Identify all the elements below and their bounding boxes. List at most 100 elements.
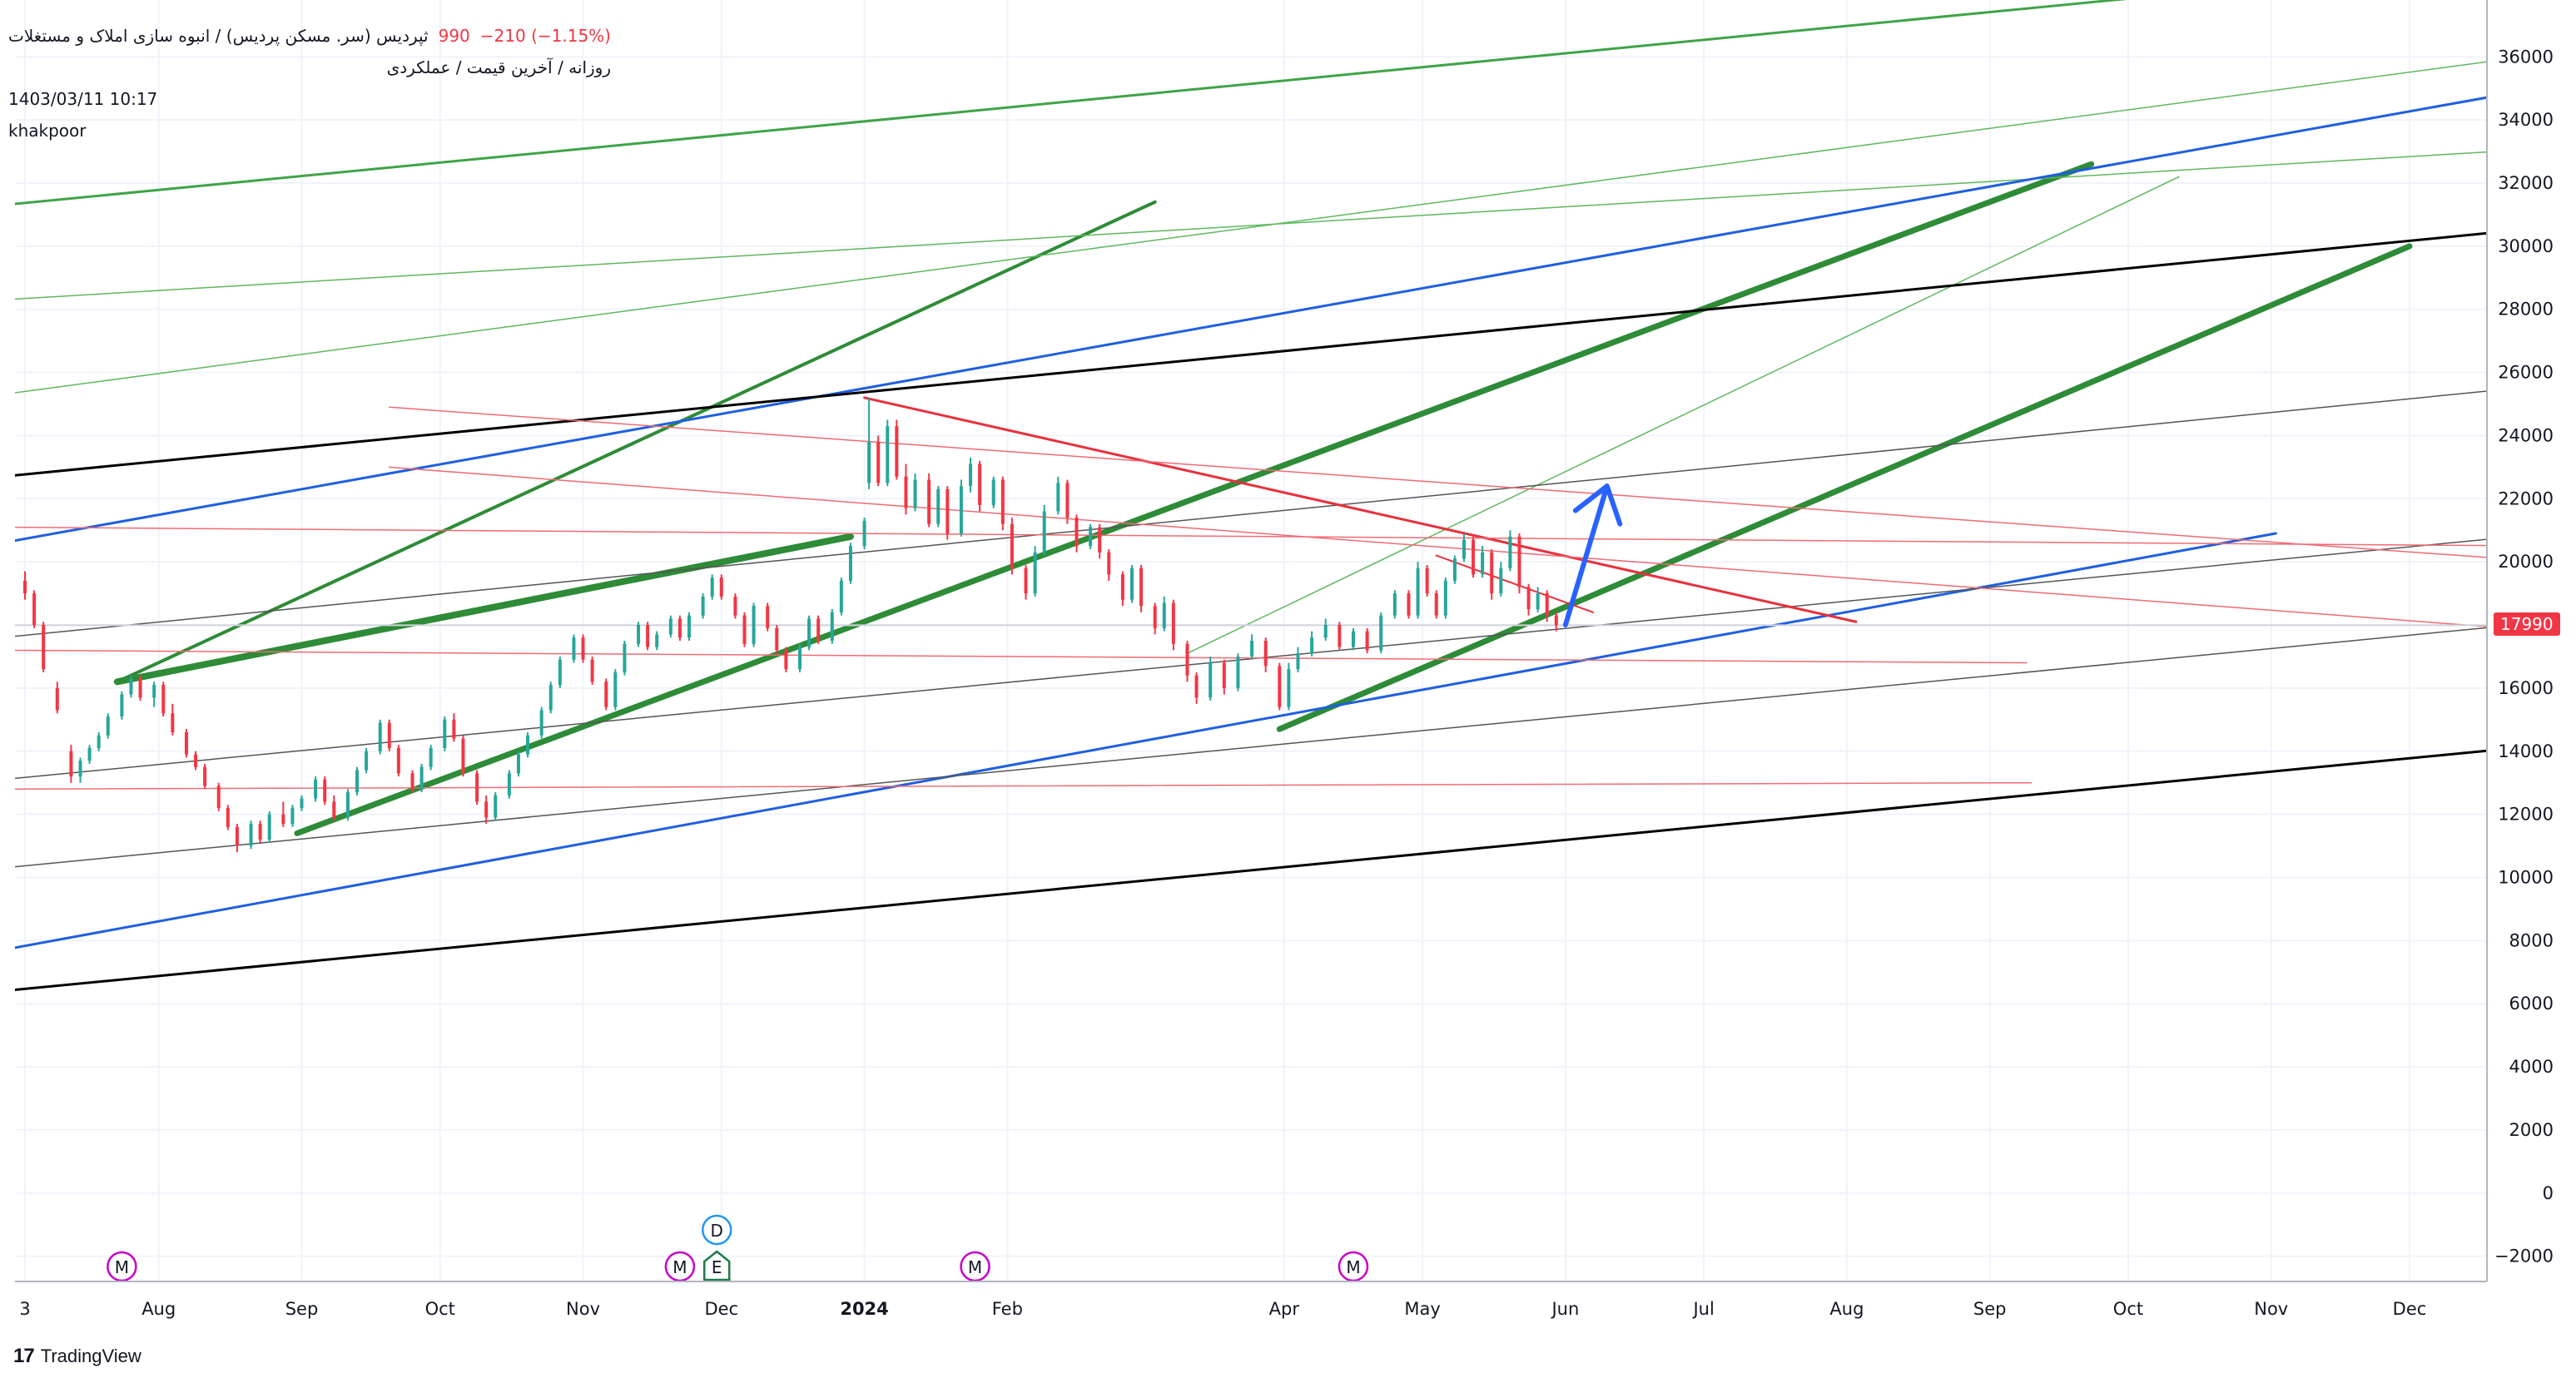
trendline (15, 231, 2487, 477)
candle-body (784, 650, 788, 670)
y-tick-label: 34000 (2498, 110, 2554, 130)
candle-down (678, 615, 682, 641)
candle-up (494, 792, 498, 821)
x-tick-label: Dec (704, 1299, 738, 1319)
candle-body (290, 808, 295, 824)
candle-body (710, 577, 714, 597)
candle-up (1129, 564, 1134, 603)
candle-body (848, 546, 852, 581)
x-tick-label: Sep (285, 1299, 319, 1319)
y-tick-label: 28000 (2498, 300, 2554, 320)
candle-body (235, 826, 239, 846)
candle-body (678, 618, 682, 638)
event-label: D (711, 1221, 723, 1241)
y-tick-label: 12000 (2498, 805, 2554, 825)
legend-author: khakpoor (8, 121, 87, 141)
candle-body (1443, 580, 1447, 616)
x-tick-label: Aug (1829, 1299, 1864, 1319)
event-marker-d: D (701, 1214, 732, 1246)
candle-down (1000, 476, 1005, 531)
candle-up (539, 706, 543, 739)
candle-down (733, 593, 737, 619)
candle-up (710, 574, 714, 600)
candle-body (1236, 656, 1240, 688)
candle-up (701, 593, 705, 619)
candle-body (1089, 527, 1093, 547)
y-axis: 36000 34000 32000 30000 28000 26000 24000 22000… (2486, 0, 2554, 1281)
candle-body (1351, 631, 1355, 647)
candle-up (443, 716, 447, 751)
event-badge-circle (701, 1214, 732, 1246)
candle-down (1472, 536, 1476, 578)
trendline (15, 96, 2487, 543)
candle-up (613, 669, 618, 711)
candle-body (1545, 593, 1549, 616)
candle-up (1351, 627, 1355, 651)
candle-up (1481, 546, 1485, 578)
trendline (15, 749, 2487, 992)
candle-body (895, 426, 899, 477)
tradingview-logo[interactable]: 17 TradingView (13, 1345, 141, 1368)
symbol-title[interactable]: ثپردیس (سر. مسکن پردیس) / انبوه سازی امل… (8, 26, 429, 46)
candle-down (69, 745, 73, 783)
trendline (1186, 176, 2180, 654)
candle-body (1434, 593, 1438, 616)
candle-body (1490, 552, 1494, 594)
candle-body (494, 795, 498, 818)
candle-up (290, 805, 295, 827)
candle-up (129, 675, 133, 698)
candle-body (138, 678, 142, 698)
candle-up (1452, 555, 1457, 584)
legend-subtitle: روزانه / آخرین قیمت / عملکردی (386, 57, 611, 77)
candle-body (323, 779, 327, 802)
candle-up (936, 486, 941, 528)
candle-down (1545, 590, 1549, 622)
candle-body (42, 625, 46, 670)
candle-body (1222, 662, 1226, 688)
candle-body (365, 751, 369, 771)
candle-body (419, 766, 424, 790)
candle-body (1338, 625, 1342, 647)
candle-up (991, 476, 995, 508)
candle-body (194, 754, 198, 767)
candle-body (1472, 539, 1476, 575)
trendline (389, 406, 2487, 558)
candle-down (1153, 602, 1157, 635)
candle-up (87, 745, 92, 764)
candle-down (396, 745, 400, 777)
candle-up (97, 732, 101, 751)
x-tick-label: Apr (1269, 1299, 1300, 1319)
trendline (15, 532, 2277, 949)
candle-body (1162, 602, 1166, 628)
candle-down (55, 682, 59, 714)
candle-down (816, 615, 821, 644)
x-tick-label: Jul (1691, 1299, 1714, 1319)
y-tick-label: 26000 (2498, 363, 2554, 383)
candle-down (1554, 612, 1558, 632)
candle-down (1263, 637, 1268, 672)
candle-up (1379, 612, 1383, 654)
candle-body (1379, 615, 1383, 651)
candle-body (1120, 574, 1124, 600)
candle-body (1000, 479, 1005, 524)
candle-down (1185, 641, 1189, 682)
event-badge-house (702, 1250, 731, 1281)
candle-down (203, 763, 207, 790)
trendline (1435, 554, 1595, 613)
candle-up (345, 789, 350, 821)
candle-body (355, 770, 359, 793)
candle-body (646, 625, 650, 647)
candle-body (1153, 606, 1157, 628)
y-tick-label: 22000 (2498, 488, 2554, 508)
y-tick-label: 32000 (2498, 173, 2554, 193)
candle-up (1296, 647, 1300, 672)
candle-down (138, 675, 142, 701)
candle-down (452, 713, 456, 742)
candle-body (461, 738, 465, 774)
candle-up (1033, 546, 1037, 597)
y-tick-label: 14000 (2498, 741, 2554, 761)
candle-up (1209, 656, 1213, 701)
candle-up (959, 479, 963, 537)
candle-body (623, 643, 627, 672)
